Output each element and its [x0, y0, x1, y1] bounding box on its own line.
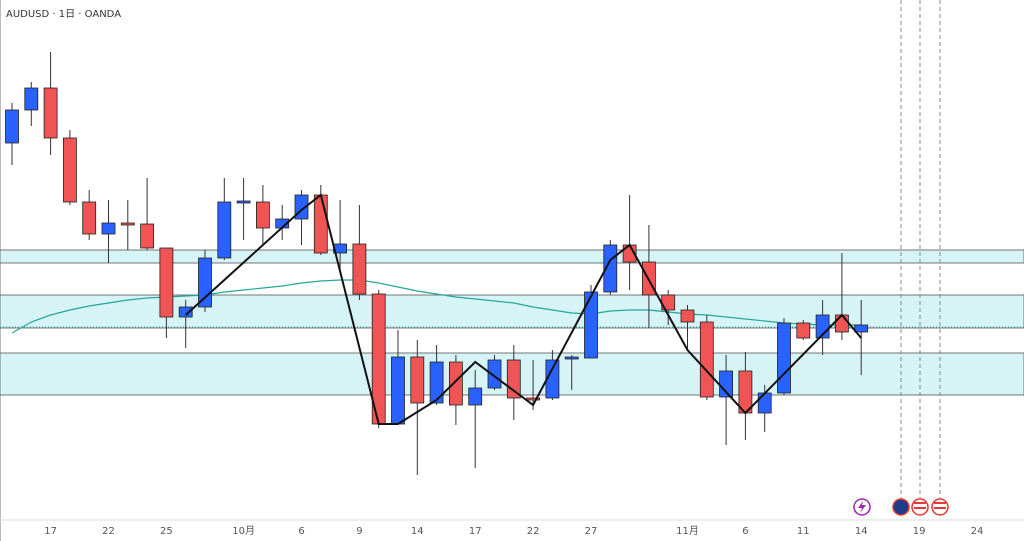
candle-body [777, 322, 791, 394]
zigzag [185, 193, 862, 425]
candle-body [391, 356, 405, 425]
flag-stripe [914, 502, 926, 504]
x-tick-label: 9 [356, 526, 362, 537]
candle-body [24, 87, 39, 111]
candle-body [43, 87, 58, 139]
event-lines [900, 0, 941, 498]
x-tick-label: 11 [797, 526, 810, 537]
x-tick-label: 6 [742, 526, 748, 537]
x-tick-label: 11月 [676, 525, 699, 537]
candle-body [757, 392, 772, 414]
x-tick-label: 17 [469, 526, 482, 537]
x-tick-label: 22 [102, 526, 115, 537]
x-tick-label: 27 [585, 526, 598, 537]
candle-body [313, 194, 328, 254]
candle-body [82, 201, 97, 235]
x-tick-label: 19 [913, 526, 926, 537]
candle-body [584, 291, 598, 359]
zone [0, 249, 1024, 264]
candle-body [140, 223, 155, 249]
zone [0, 294, 1024, 329]
candle-body [352, 243, 367, 295]
event-icon[interactable] [892, 498, 910, 516]
x-tick-label: 25 [160, 526, 173, 537]
x-tick-label: 24 [971, 526, 984, 537]
x-tick-label: 22 [527, 526, 540, 537]
candle-body [680, 309, 695, 323]
flag-stripe [934, 507, 946, 509]
lightning [858, 501, 866, 513]
x-tick-label: 10月 [232, 525, 255, 537]
event-icons[interactable] [853, 498, 949, 516]
candle-body [178, 306, 193, 318]
candle-body [854, 324, 869, 333]
candle-body [198, 257, 212, 308]
candle-body [120, 222, 135, 226]
candle-body [159, 247, 174, 318]
candle-body [101, 222, 116, 235]
candle-body [236, 200, 251, 204]
x-tick-label: 14 [855, 526, 868, 537]
candle-body [429, 361, 444, 404]
candle-body [217, 201, 232, 259]
x-tick-label: 6 [298, 526, 304, 537]
candle-body [699, 321, 714, 398]
candle-body [796, 322, 811, 339]
chart-title: AUDUSD · 1日 · OANDA [6, 9, 121, 20]
candle-body [410, 356, 425, 404]
flag-stripe [914, 507, 926, 509]
x-tick-label: 17 [44, 526, 57, 537]
candle-body [255, 201, 270, 229]
x-tick-label: 14 [411, 526, 424, 537]
candle-body [5, 109, 19, 144]
moving-average [11, 279, 862, 334]
candle-body [487, 359, 502, 389]
candle-body [63, 137, 77, 203]
candle-body [506, 359, 521, 399]
flag-stripe [934, 502, 946, 504]
candle-body [835, 314, 849, 333]
candle-body [564, 356, 579, 360]
plot [0, 52, 1024, 475]
candle-body [468, 387, 483, 406]
candle-body [448, 361, 463, 406]
